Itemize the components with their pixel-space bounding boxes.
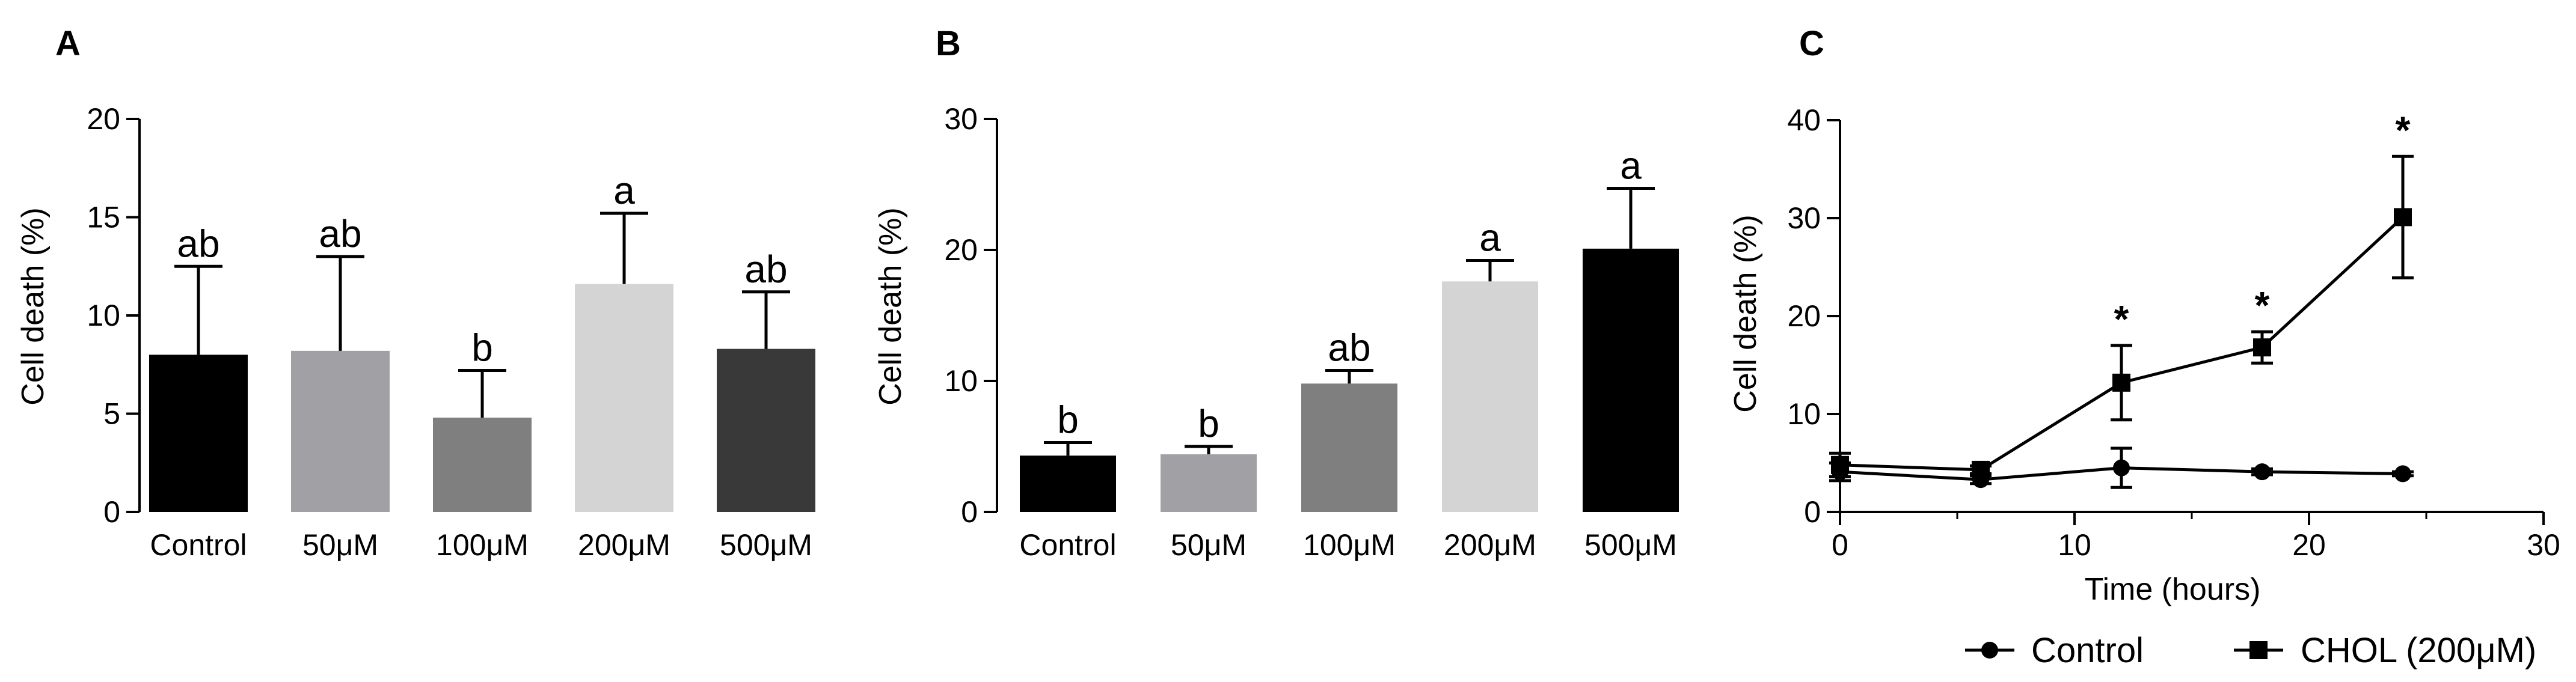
axes-c xyxy=(1839,120,2544,513)
y-tick-label: 10 xyxy=(944,364,978,398)
axes-ticks-c: 0 10 20 30 40 0 10 20 30 xyxy=(1787,103,2560,562)
bars-a xyxy=(149,284,815,512)
marker-circle xyxy=(2394,465,2411,483)
y-axis-title-b: Cell death (%) xyxy=(873,207,908,405)
x-categories-a: Control 50μM 100μM 200μM 500μM xyxy=(150,528,812,562)
x-tick-label: 20 xyxy=(2292,528,2326,562)
significance-asterisk: * xyxy=(2396,108,2411,151)
x-tick-label: 10 xyxy=(2058,528,2091,562)
marker-circle xyxy=(2254,463,2271,481)
panel-letter-c: C xyxy=(1799,24,1824,63)
significance-labels-a: ab ab b a ab xyxy=(177,169,787,370)
significance-label: ab xyxy=(319,212,361,255)
x-category-label: 50μM xyxy=(302,528,378,562)
significance-asterisk: * xyxy=(2114,297,2129,341)
x-category-label: Control xyxy=(150,528,247,562)
legend-marker-square xyxy=(2249,641,2268,659)
y-tick-label: 20 xyxy=(87,102,120,136)
panel-letter-b: B xyxy=(936,24,961,63)
significance-label: a xyxy=(1479,216,1501,259)
x-category-label: 500μM xyxy=(1584,528,1677,562)
panel-a: A Cell death (%) ab ab b a ab 0 5 10 15 20 Contr… xyxy=(16,24,815,562)
marker-circle xyxy=(2113,459,2130,476)
significance-label: ab xyxy=(744,248,787,291)
bar xyxy=(149,355,248,512)
bar xyxy=(1161,454,1257,512)
significance-label: b xyxy=(1198,402,1219,445)
x-tick-label: 0 xyxy=(1832,528,1848,562)
x-tick-label: 30 xyxy=(2527,528,2560,562)
marker-square xyxy=(2253,338,2271,357)
y-tick-label: 10 xyxy=(1787,397,1821,431)
significance-asterisk: * xyxy=(2255,284,2270,327)
bar xyxy=(291,350,390,512)
y-tick-label: 20 xyxy=(944,233,978,267)
bar xyxy=(1020,455,1116,512)
y-tick-label: 0 xyxy=(1804,495,1821,529)
significance-label: ab xyxy=(1328,326,1370,370)
significance-label: b xyxy=(1057,398,1079,441)
y-ticks-a: 0 5 10 15 20 xyxy=(87,102,140,529)
x-category-label: Control xyxy=(1019,528,1116,562)
y-tick-label: 10 xyxy=(87,299,120,332)
bar xyxy=(1442,281,1538,512)
x-category-label: 100μM xyxy=(436,528,529,562)
x-categories-b: Control 50μM 100μM 200μM 500μM xyxy=(1019,528,1677,562)
y-tick-label: 0 xyxy=(961,495,978,529)
y-tick-label: 5 xyxy=(103,397,120,431)
marker-square xyxy=(2394,208,2412,227)
y-tick-label: 30 xyxy=(1787,201,1821,235)
y-ticks-b: 0 10 20 30 xyxy=(944,102,997,529)
y-tick-label: 0 xyxy=(103,495,120,529)
bar xyxy=(717,349,815,512)
marker-square xyxy=(1972,460,1990,479)
legend-label-chol: CHOL (200μM) xyxy=(2301,631,2536,670)
significance-labels-b: b b ab a a xyxy=(1057,144,1642,445)
x-category-label: 50μM xyxy=(1171,528,1247,562)
y-axis-title-a: Cell death (%) xyxy=(16,207,51,405)
y-tick-label: 15 xyxy=(87,201,120,234)
panel-letter-a: A xyxy=(55,24,81,63)
y-tick-label: 40 xyxy=(1787,103,1821,137)
y-tick-label: 20 xyxy=(1787,299,1821,333)
panel-c: C Cell death (%) Time (hours) 0102030400… xyxy=(1728,24,2560,670)
bar xyxy=(575,284,673,512)
x-category-label: 500μM xyxy=(720,528,812,562)
x-axis-title-c: Time (hours) xyxy=(2085,572,2261,607)
significance-label: a xyxy=(1620,144,1642,187)
significance-label: ab xyxy=(177,222,219,265)
bar xyxy=(1583,248,1679,512)
bar xyxy=(433,418,532,512)
x-category-label: 100μM xyxy=(1303,528,1396,562)
legend-label-control: Control xyxy=(2031,631,2144,670)
series-line-chol xyxy=(1839,216,2404,472)
errorbars-a xyxy=(174,212,790,418)
bars-b xyxy=(1020,248,1679,512)
y-tick-label: 30 xyxy=(944,102,978,136)
legend-marker-circle xyxy=(1981,642,1998,659)
x-category-label: 200μM xyxy=(578,528,670,562)
y-axis-title-c: Cell death (%) xyxy=(1728,215,1763,412)
bar xyxy=(1301,383,1397,512)
x-category-label: 200μM xyxy=(1444,528,1536,562)
series-markers-c xyxy=(1831,208,2412,489)
errorbars-b xyxy=(1044,187,1655,456)
legend-c: Control CHOL (200μM) xyxy=(1965,631,2536,670)
marker-square xyxy=(2112,373,2130,392)
panel-b: B Cell death (%) b b ab a a 0 10 20 30 Control 5… xyxy=(873,24,1679,562)
significance-label: b xyxy=(471,326,493,370)
significance-label: a xyxy=(613,169,635,212)
annotations-c: * * * xyxy=(2114,108,2411,341)
